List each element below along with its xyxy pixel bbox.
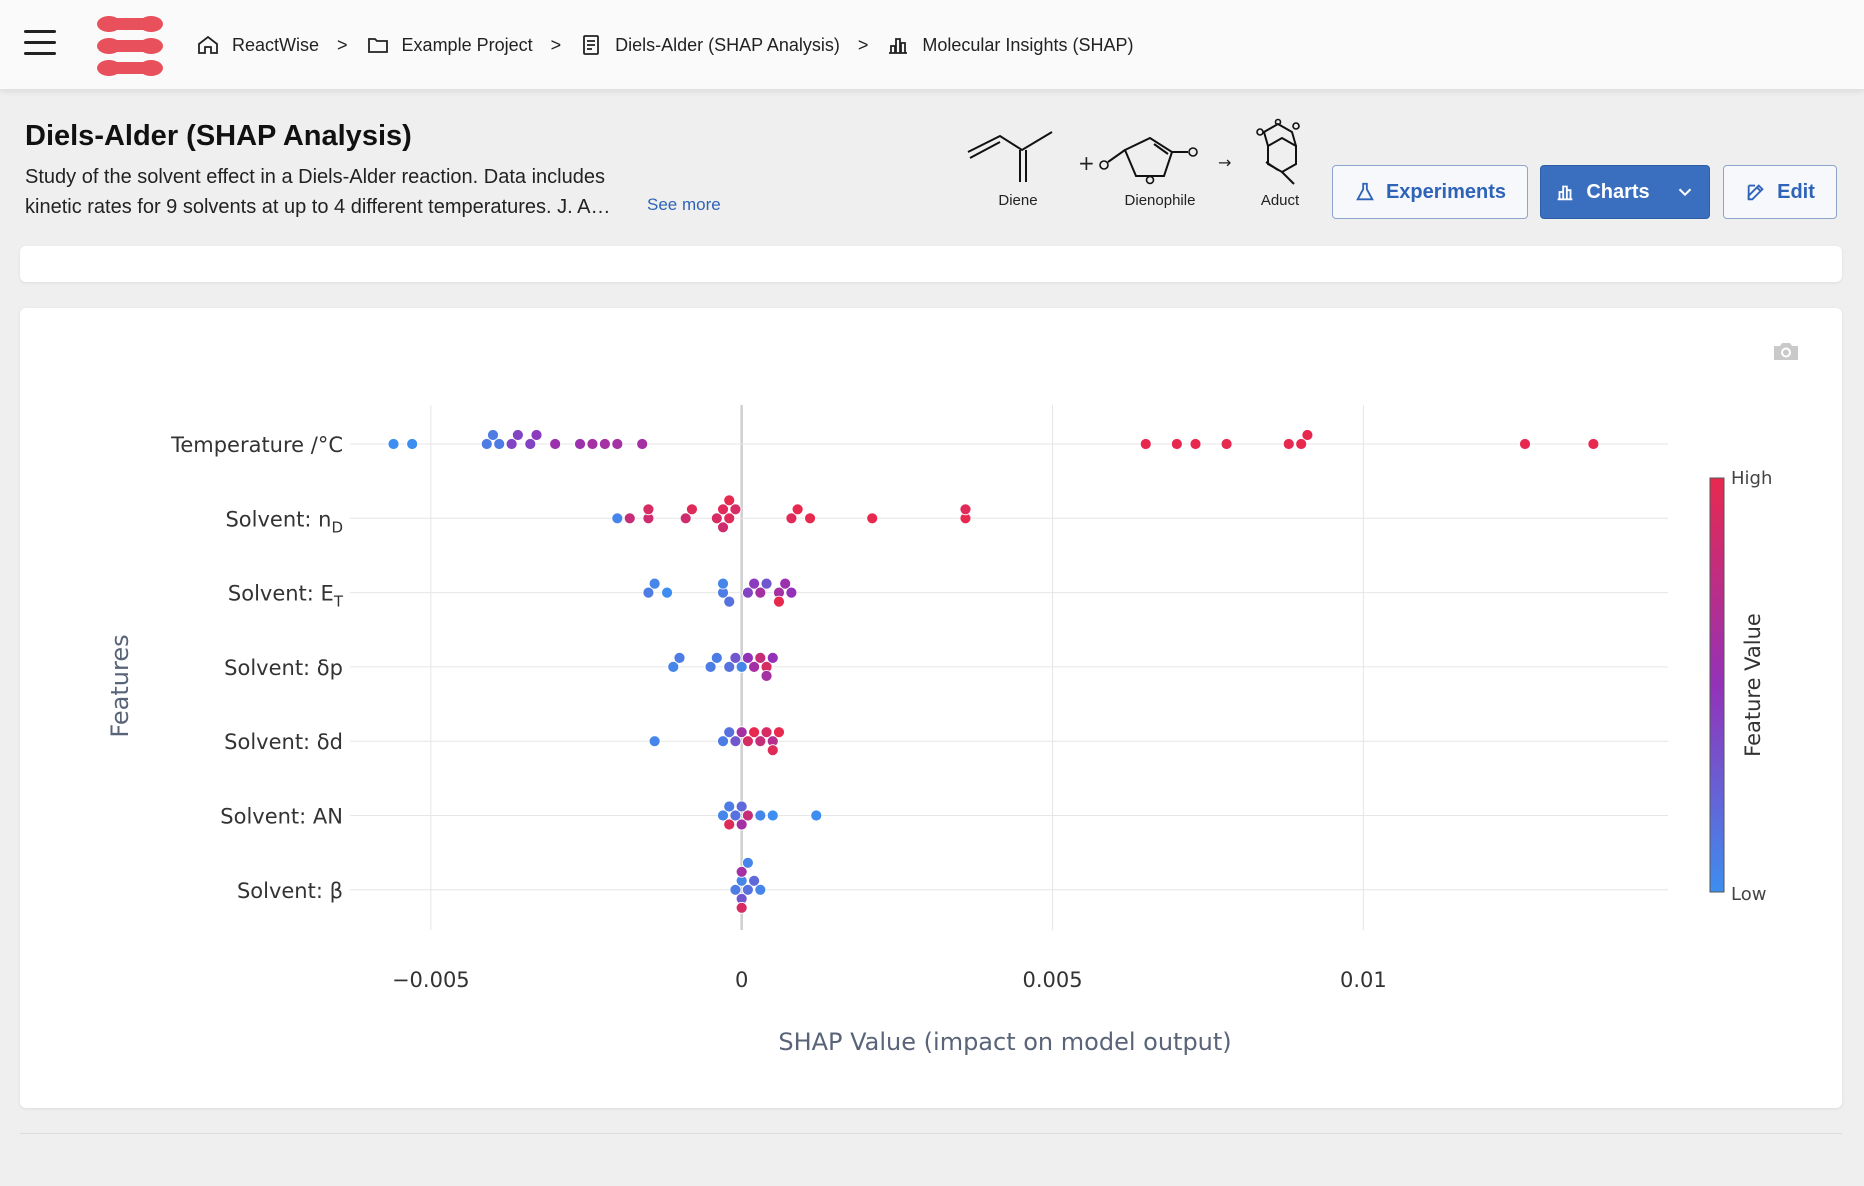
chart-icon [889, 38, 908, 54]
menu-icon[interactable] [24, 30, 56, 58]
breadcrumb-label: ReactWise [232, 34, 320, 55]
experiments-button[interactable]: Experiments [1332, 165, 1528, 219]
dienophile-label: Dienophile [1124, 192, 1196, 209]
breadcrumb-label: Molecular Insights (SHAP) [922, 34, 1134, 55]
edit-icon [1747, 184, 1764, 201]
page-description: Study of the solvent effect in a Diels-A… [25, 162, 665, 222]
breadcrumb-label: Diels-Alder (SHAP Analysis) [615, 34, 840, 55]
camera-icon[interactable] [1772, 340, 1800, 362]
chevron-down-icon [1678, 188, 1691, 197]
description-line: Study of the solvent effect in a Diels-A… [25, 166, 605, 188]
adduct-label: Aduct [1260, 192, 1300, 209]
reactwise-logo[interactable] [95, 14, 165, 78]
document-icon [583, 35, 600, 55]
bar-chart-icon [1557, 185, 1573, 201]
breadcrumb-separator: > [337, 34, 348, 55]
breadcrumb-item-insights[interactable]: Molecular Insights (SHAP) [886, 33, 1133, 57]
reaction-arrow: → [1218, 153, 1231, 172]
empty-panel [20, 246, 1842, 282]
breadcrumb-item-home[interactable]: ReactWise [196, 33, 319, 57]
reaction-structures: + → [967, 118, 1300, 185]
charts-button[interactable]: Charts [1540, 165, 1710, 219]
divider [20, 1133, 1842, 1134]
experiments-label: Experiments [1385, 180, 1507, 203]
breadcrumb: ReactWise > Example Project > Diels-Alde… [196, 0, 1133, 90]
page-title: Diels-Alder (SHAP Analysis) [25, 120, 412, 152]
home-icon [198, 35, 218, 54]
breadcrumb-item-project[interactable]: Example Project [366, 33, 533, 57]
diene-label: Diene [998, 192, 1038, 209]
edit-button[interactable]: Edit [1723, 165, 1837, 219]
breadcrumb-label: Example Project [401, 34, 533, 55]
charts-label: Charts [1586, 180, 1650, 203]
reaction-scheme: + → Diene Dienophile Aduct [960, 118, 1310, 218]
plus-sign: + [1078, 151, 1095, 175]
flask-icon [1356, 182, 1374, 201]
edit-label: Edit [1777, 180, 1815, 203]
breadcrumb-separator: > [857, 34, 869, 55]
see-more-link[interactable]: See more [647, 195, 721, 214]
description-line: kinetic rates for 9 solvents at up to 4 … [25, 196, 611, 218]
breadcrumb-item-study[interactable]: Diels-Alder (SHAP Analysis) [579, 33, 840, 57]
top-bar: ReactWise > Example Project > Diels-Alde… [0, 0, 1864, 90]
folder-icon [367, 38, 388, 53]
chart-panel [20, 308, 1842, 1108]
breadcrumb-separator: > [550, 34, 562, 55]
